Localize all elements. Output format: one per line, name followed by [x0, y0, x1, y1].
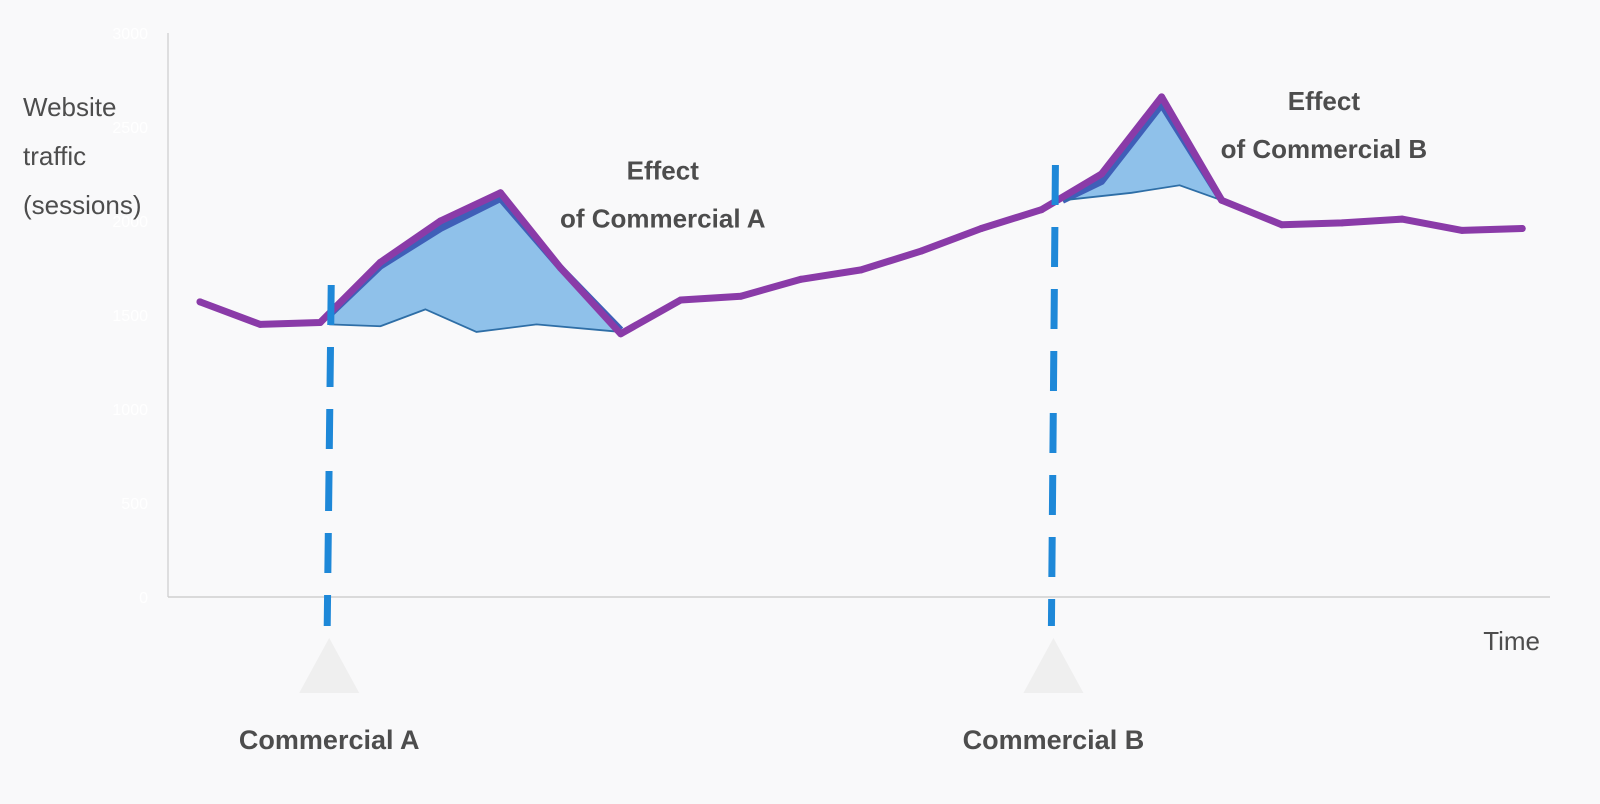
- baseline-line: [329, 308, 621, 333]
- annotations: Effect of Commercial A Effect of Commercial…: [560, 86, 1427, 234]
- data-point: [977, 225, 985, 233]
- y-axis-label-line-3: (sessions): [23, 190, 141, 220]
- data-point: [1218, 196, 1226, 204]
- data-point: [316, 319, 324, 327]
- effect-annotation: of Commercial B: [1221, 134, 1428, 164]
- data-point: [196, 298, 204, 306]
- effect-annotation: of Commercial A: [560, 204, 766, 234]
- baselines: [329, 184, 1223, 333]
- series-lines: [196, 93, 1526, 338]
- event-label: Commercial B: [963, 725, 1145, 755]
- data-point: [677, 296, 685, 304]
- y-axis-label-line-2: traffic: [23, 141, 86, 171]
- y-tick-label: 1500: [112, 308, 148, 325]
- data-point: [1518, 225, 1526, 233]
- data-point: [1398, 215, 1406, 223]
- data-point: [917, 247, 925, 255]
- data-point: [557, 264, 565, 272]
- baseline-line: [1062, 184, 1223, 202]
- effect-annotation: Effect: [627, 156, 700, 186]
- event-triangle: [299, 638, 360, 693]
- effect-areas: [326, 100, 1225, 333]
- axes: [167, 33, 1550, 598]
- event-dashed-line: [1047, 164, 1059, 627]
- x-axis-label: Time: [1483, 626, 1540, 656]
- effect-annotation: Effect: [1288, 86, 1361, 116]
- data-point: [857, 266, 865, 274]
- y-axis-label-line-1: Website: [23, 92, 116, 122]
- event-dashed-line: [323, 284, 335, 627]
- data-point: [1098, 170, 1105, 178]
- data-point: [1338, 219, 1346, 227]
- data-point: [497, 189, 504, 197]
- y-tick-label: 2500: [112, 120, 148, 137]
- effect-area: [1062, 104, 1222, 201]
- data-point: [1037, 206, 1045, 214]
- y-tick-label: 500: [121, 496, 148, 513]
- data-point: [256, 320, 264, 328]
- data-point: [617, 330, 625, 338]
- data-point: [376, 258, 384, 266]
- y-tick-labels: 0 500 1000 1500 2000 2500 3000: [112, 26, 148, 607]
- event-markers: Commercial A Commercial B: [239, 164, 1145, 755]
- data-point: [797, 275, 805, 283]
- y-tick-label: 1000: [112, 402, 148, 419]
- event-label: Commercial A: [239, 725, 420, 755]
- event-triangle: [1023, 638, 1084, 693]
- data-point: [1458, 226, 1466, 234]
- y-tick-label: 2000: [112, 214, 148, 231]
- data-point: [436, 217, 444, 225]
- effect-area: [329, 198, 621, 332]
- data-point: [1158, 93, 1166, 101]
- y-tick-label: 3000: [112, 26, 148, 43]
- data-point: [737, 292, 745, 300]
- y-tick-label: 0: [139, 590, 148, 607]
- data-point: [1278, 221, 1286, 229]
